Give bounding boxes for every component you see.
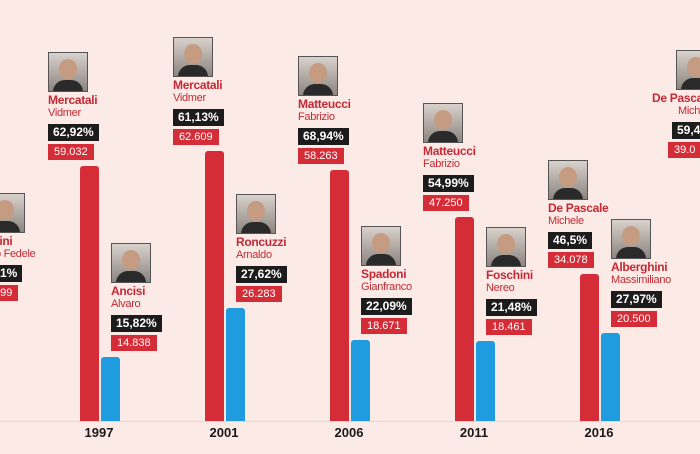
candidate-firstname: Vidmer [48, 107, 81, 120]
winner-card-2011: Matteucci Fabrizio 54,99% 47.250 [423, 103, 541, 212]
runnerup-card-1997: Ancisi Alvaro 15,82% 14.838 [111, 243, 229, 351]
candidate-surname: Ancisi [111, 284, 146, 298]
candidate-votes: 34.078 [548, 252, 594, 269]
bar-runnerup-1997 [101, 357, 120, 421]
candidate-surname: Mercatali [173, 78, 223, 92]
candidate-surname: Roncuzzi [236, 234, 287, 249]
candidate-photo [611, 218, 651, 259]
candidate-firstname: Arnaldo [236, 248, 272, 261]
candidate-surname: Mercatali [48, 93, 98, 108]
candidate-percentage: 61,13% [173, 109, 224, 126]
bar-winner-2006 [330, 169, 349, 421]
runnerup-card-2011: Foschini Nereo 21,48% 18.461 [486, 227, 604, 336]
candidate-surname: De Pasca [652, 91, 700, 105]
year-label-2016: 2016 [584, 425, 614, 440]
bar-runnerup-2006 [351, 340, 370, 421]
candidate-surname: De Pascale [548, 201, 609, 216]
candidate-percentage: 22,09% [361, 298, 412, 316]
year-label-1997: 1997 [84, 425, 114, 440]
candidate-firstname: Massimiliano [611, 273, 671, 286]
bar-runnerup-2001 [226, 307, 245, 421]
candidate-card-partial-left: rini o Fedele ,31% .299 [0, 193, 103, 301]
candidate-firstname: Nereo [486, 282, 515, 295]
candidate-photo [423, 103, 463, 144]
candidate-percentage: 68,94% [298, 127, 349, 145]
candidate-percentage: 54,99% [423, 175, 474, 193]
candidate-photo [361, 226, 401, 267]
runnerup-card-2001: Roncuzzi Arnaldo 27,62% 26.283 [236, 193, 354, 302]
candidate-firstname: Fabrizio [423, 158, 460, 171]
candidate-firstname: Gianfranco [361, 281, 412, 294]
candidate-surname: Alberghini [611, 259, 668, 274]
candidate-firstname: Michele [548, 215, 584, 228]
candidate-photo [0, 193, 25, 233]
candidate-firstname: Miche [678, 105, 700, 117]
candidate-percentage: 15,82% [111, 315, 162, 332]
candidate-percentage: 46,5% [548, 232, 593, 250]
runnerup-card-2006: Spadoni Gianfranco 22,09% 18.671 [361, 226, 479, 335]
candidate-firstname: Vidmer [173, 92, 206, 104]
bar-runnerup-2011 [476, 341, 495, 421]
candidate-firstname: Alvaro [111, 298, 141, 310]
candidate-percentage: 27,97% [611, 290, 662, 308]
candidate-surname: Spadoni [361, 267, 407, 282]
candidate-surname: Matteucci [423, 144, 476, 159]
candidate-percentage: 59,47 [672, 122, 700, 139]
candidate-photo [111, 243, 151, 283]
candidate-card-partial-right: De Pasca Miche 59,47 39.0 [652, 50, 700, 158]
candidate-votes: 18.671 [361, 318, 407, 335]
bar-winner-2011 [455, 217, 474, 421]
year-label-2011: 2011 [459, 425, 489, 440]
candidate-percentage: ,31% [0, 265, 23, 282]
candidate-photo [676, 50, 700, 90]
candidate-votes: 59.032 [48, 144, 94, 161]
candidate-firstname: o Fedele [0, 248, 36, 260]
winner-card-1997: Mercatali Vidmer 62,92% 59.032 [48, 52, 166, 161]
candidate-photo [236, 193, 276, 234]
bar-runnerup-2016 [601, 332, 620, 421]
candidate-votes: 39.0 [668, 142, 700, 158]
candidate-percentage: 21,48% [486, 299, 537, 317]
candidate-votes: 47.250 [423, 195, 469, 212]
winner-card-2006: Matteucci Fabrizio 68,94% 58.263 [298, 55, 416, 164]
candidate-photo [486, 227, 526, 268]
candidate-votes: 14.838 [111, 335, 157, 351]
candidate-votes: .299 [0, 285, 19, 301]
winner-card-2001: Mercatali Vidmer 61,13% 62.609 [173, 37, 291, 145]
candidate-votes: 20.500 [611, 310, 657, 327]
candidate-votes: 26.283 [236, 285, 282, 302]
candidate-firstname: Fabrizio [298, 110, 335, 123]
candidate-votes: 62.609 [173, 129, 219, 145]
bar-winner-1997 [80, 166, 99, 421]
candidate-photo [48, 52, 88, 93]
bar-winner-2001 [205, 151, 224, 421]
candidate-percentage: 62,92% [48, 124, 99, 142]
candidate-surname: Matteucci [298, 96, 351, 111]
candidate-votes: 18.461 [486, 319, 532, 336]
year-label-2001: 2001 [209, 425, 239, 440]
candidate-photo [548, 160, 588, 201]
candidate-photo [173, 37, 213, 77]
candidate-photo [298, 55, 338, 96]
bar-winner-2016 [580, 274, 599, 421]
candidate-surname: Foschini [486, 268, 533, 283]
winner-card-2016: De Pascale Michele 46,5% 34.078 [548, 160, 666, 269]
baseline [0, 421, 700, 422]
year-label-2006: 2006 [334, 425, 364, 440]
runnerup-card-2016: Alberghini Massimiliano 27,97% 20.500 [611, 218, 700, 327]
candidate-surname: rini [0, 234, 13, 248]
candidate-votes: 58.263 [298, 147, 344, 164]
candidate-percentage: 27,62% [236, 265, 287, 283]
